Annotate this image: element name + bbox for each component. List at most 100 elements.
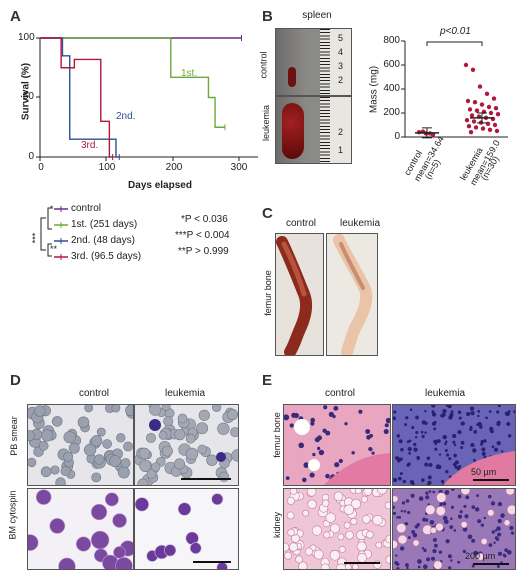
cell [463,504,467,509]
cell [58,557,76,569]
cell [410,493,415,498]
ruler-mark: 2 [338,75,344,85]
cell [504,548,509,553]
cell [298,561,308,569]
cell [343,504,355,516]
cell [444,490,450,495]
bm-cytospin-leukemia [134,488,239,570]
cell [90,435,103,447]
data-point [469,113,475,118]
cell [432,490,436,494]
cell [411,529,416,534]
cell [49,518,66,534]
histology-kidney-leukemia: 200 µm [392,488,516,570]
cell [497,532,502,537]
cell [433,427,437,431]
cell [405,416,409,420]
cell [396,523,407,534]
cell [375,541,383,549]
cell [393,477,398,483]
scale-bar [193,561,231,563]
data-point [494,128,500,134]
cell [330,523,340,534]
cell [50,465,60,475]
cell [333,407,337,411]
bracket-mark: * [50,204,54,214]
femur-photo-leukemia [326,233,378,356]
cell [460,440,465,445]
data-point [466,124,472,129]
cell [287,528,295,537]
legend-entry-first: 1st. (251 days) [71,219,138,230]
cell [450,517,453,521]
cell [164,544,177,557]
cell [450,410,454,414]
histology-kidney-control [283,488,391,570]
cell [90,530,110,550]
cell [393,511,395,515]
cell [149,405,162,416]
cell [400,509,403,513]
cell [477,519,482,524]
data-point [465,98,471,104]
cell [399,472,403,476]
cell [483,516,487,520]
x-tick-label: 200 [165,162,183,173]
cell [432,549,437,554]
cell [457,494,462,499]
cell [405,499,410,503]
cell [310,421,315,426]
cell [457,410,462,414]
col-label-control: control [78,388,109,399]
spleen-photo-leukemia: 2 1 [275,96,352,164]
cell [448,457,452,461]
cell [450,559,453,562]
cell [96,427,106,437]
scale-bar [344,562,380,564]
cell [505,489,515,496]
y-tick-label: 100 [18,32,35,43]
cell [137,478,149,485]
cell [284,414,290,421]
cell [231,449,238,462]
cell [491,445,495,449]
y-tick-label: 0 [28,151,34,162]
legend-entry-control: control [71,203,102,214]
scale-bar [181,478,231,480]
cell [289,489,298,495]
cell [465,495,470,500]
cell [145,432,156,443]
cell [510,531,515,535]
data-point [480,126,486,131]
cell [185,447,199,461]
cell [93,454,105,465]
cell [460,489,471,496]
cell [289,542,299,552]
cell [453,453,457,458]
cell [505,411,511,416]
data-point [484,91,490,97]
cell [365,530,374,539]
row-label-kidney: kidney [272,511,283,539]
cell [477,414,480,418]
data-point [473,125,479,130]
cell [332,414,336,419]
bone-tissue [443,451,515,485]
col-label-leukemia: leukemia [339,218,381,229]
cell [500,513,505,518]
cell [449,413,454,418]
cell [41,429,54,442]
cell [444,448,448,452]
cell [102,439,112,449]
cell [358,409,363,414]
cell [493,447,499,452]
data-point [495,112,501,117]
col-label-control: control [285,218,316,229]
data-point [488,110,494,116]
cell [60,466,71,477]
bracket-outer [40,217,46,251]
cell [472,448,477,453]
cell [397,534,408,545]
cell [383,429,389,435]
cell [481,447,486,452]
